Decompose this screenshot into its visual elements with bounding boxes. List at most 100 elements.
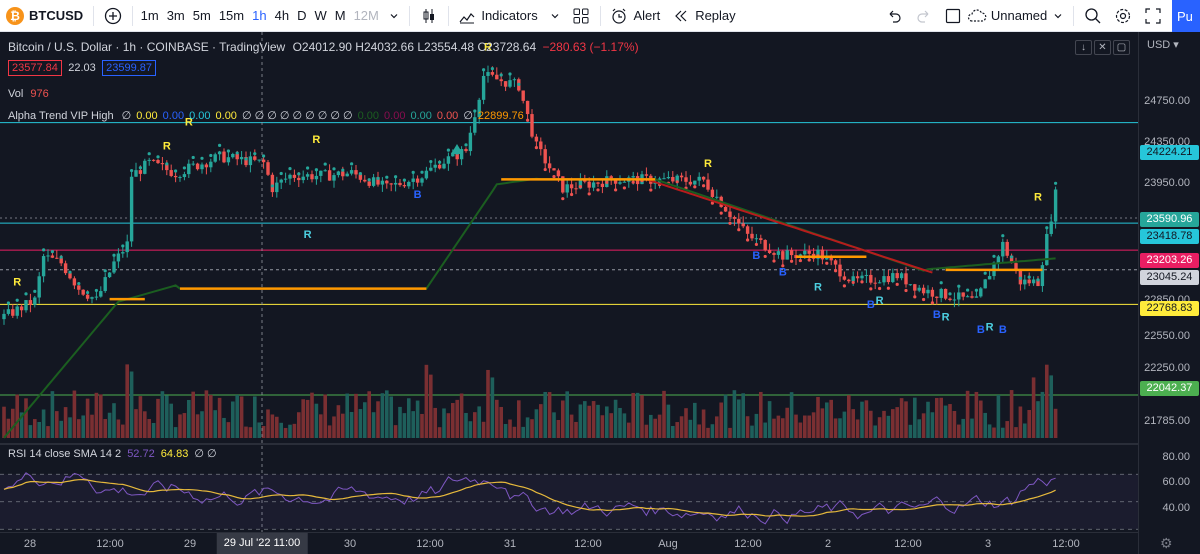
alpha-trend-bearish-line bbox=[646, 178, 933, 274]
candle-body bbox=[983, 279, 987, 289]
close-pane-button[interactable]: ✕ bbox=[1094, 40, 1111, 55]
signal-marker: B bbox=[999, 324, 1007, 336]
volume-bar bbox=[451, 403, 455, 438]
candle-body bbox=[917, 287, 921, 291]
volume-bar bbox=[341, 413, 345, 438]
symbol-title[interactable]: Bitcoin / U.S. Dollar · 1h · COINBASE · … bbox=[8, 40, 286, 54]
time-label: 30 bbox=[343, 538, 357, 550]
move-down-button[interactable]: ↓ bbox=[1075, 40, 1092, 55]
candle-body bbox=[235, 153, 239, 160]
chart-settings-icon[interactable]: ⚙ bbox=[1160, 535, 1173, 551]
interval-12m[interactable]: 12M bbox=[353, 8, 379, 23]
rsi-label[interactable]: RSI 14 close SMA 14 2 bbox=[8, 448, 122, 460]
price-scale[interactable]: USD ▾ 24750.00 24350.00 23950.00 22850.00 22… bbox=[1138, 32, 1200, 554]
candle-body bbox=[468, 132, 473, 152]
volume-bar bbox=[803, 415, 807, 438]
volume-bar bbox=[662, 390, 666, 438]
indicators-button[interactable]: Indicators bbox=[452, 0, 543, 32]
candle-body bbox=[855, 276, 860, 279]
signal-marker: B bbox=[867, 299, 875, 311]
alpha-trend-label[interactable]: Alpha Trend VIP High bbox=[8, 110, 114, 122]
chart-type-button[interactable] bbox=[414, 0, 444, 32]
trend-dot bbox=[1027, 275, 1031, 279]
publish-label: Pu bbox=[1177, 8, 1193, 24]
trend-dot bbox=[86, 290, 90, 295]
fullscreen-button[interactable] bbox=[1138, 0, 1168, 32]
volume-bar bbox=[437, 427, 442, 438]
sell-price-box[interactable]: 23577.84 bbox=[8, 60, 62, 76]
volume-bar bbox=[807, 415, 811, 438]
buy-price-box[interactable]: 23599.87 bbox=[102, 60, 156, 76]
candle-body bbox=[292, 174, 297, 178]
trend-dot bbox=[6, 301, 10, 305]
top-toolbar: ₿ BTCUSD 1m 3m 5m 15m 1h 4h D W M 12M Indicators bbox=[0, 0, 1200, 32]
trend-dot bbox=[702, 184, 706, 188]
volume-bar bbox=[983, 412, 987, 438]
interval-5m[interactable]: 5m bbox=[192, 8, 211, 23]
divider bbox=[93, 5, 94, 26]
candle-body bbox=[948, 298, 952, 300]
candle-body bbox=[459, 149, 464, 160]
interval-m[interactable]: M bbox=[334, 8, 346, 23]
bitcoin-logo-icon: ₿ bbox=[6, 6, 24, 25]
currency-selector[interactable]: USD ▾ bbox=[1147, 38, 1179, 51]
compare-button[interactable] bbox=[98, 0, 128, 32]
volume-bar bbox=[261, 426, 266, 438]
interval-4h[interactable]: 4h bbox=[274, 8, 290, 23]
templates-button[interactable] bbox=[566, 0, 596, 32]
volume-bar bbox=[165, 395, 169, 438]
candle-body bbox=[248, 156, 253, 166]
candle-body bbox=[679, 175, 684, 178]
trend-dot bbox=[464, 143, 468, 147]
trend-dot bbox=[112, 253, 116, 257]
rsi-sma-value: 64.83 bbox=[160, 448, 189, 460]
candle-body bbox=[407, 181, 411, 187]
interval-1h[interactable]: 1h bbox=[252, 8, 267, 23]
candle-body bbox=[341, 171, 345, 177]
signal-marker: B bbox=[933, 309, 941, 321]
candle-body bbox=[662, 178, 666, 180]
undo-button[interactable] bbox=[879, 0, 909, 32]
alert-button[interactable]: Alert bbox=[604, 0, 666, 32]
search-button[interactable] bbox=[1078, 0, 1108, 32]
candle-body bbox=[1005, 241, 1009, 256]
layout-menu[interactable]: Unnamed bbox=[939, 0, 1069, 32]
time-axis[interactable]: 29 Jul '22 11:00 28 12:00 29 30 12:00 31 12:00… bbox=[0, 532, 1138, 554]
redo-button[interactable] bbox=[909, 0, 939, 32]
trend-dot bbox=[842, 284, 847, 288]
settings-button[interactable] bbox=[1108, 0, 1138, 32]
interval-dropdown[interactable] bbox=[383, 0, 405, 32]
candle-body bbox=[367, 181, 371, 186]
candle-body bbox=[473, 117, 477, 133]
volume-bar bbox=[138, 396, 143, 438]
trend-dot bbox=[922, 297, 926, 302]
candle-body bbox=[521, 90, 525, 101]
volume-bar bbox=[512, 426, 517, 438]
trend-dot bbox=[904, 288, 908, 293]
indicators-dropdown[interactable] bbox=[544, 0, 566, 32]
replay-button[interactable]: Replay bbox=[666, 0, 741, 32]
symbol-search[interactable]: ₿ BTCUSD bbox=[0, 0, 89, 32]
volume-bar bbox=[429, 374, 433, 438]
candle-body bbox=[464, 149, 468, 152]
interval-1m[interactable]: 1m bbox=[140, 8, 159, 23]
candle-body bbox=[90, 297, 94, 299]
candle-body bbox=[156, 160, 160, 164]
maximize-pane-button[interactable]: ▢ bbox=[1113, 40, 1130, 55]
interval-15m[interactable]: 15m bbox=[218, 8, 245, 23]
rsi-sma-line bbox=[3, 478, 1056, 517]
volume-bar bbox=[1031, 377, 1036, 438]
volume-bar bbox=[864, 400, 869, 438]
interval-3m[interactable]: 3m bbox=[166, 8, 185, 23]
interval-d[interactable]: D bbox=[297, 8, 307, 23]
interval-w[interactable]: W bbox=[314, 8, 327, 23]
candle-body bbox=[85, 294, 90, 299]
publish-button[interactable]: Pu bbox=[1172, 0, 1200, 32]
candle-body bbox=[583, 180, 587, 182]
volume-bar bbox=[706, 427, 710, 438]
candle-body bbox=[323, 170, 327, 172]
candle-body bbox=[895, 273, 899, 279]
currency-label: USD bbox=[1147, 39, 1171, 51]
